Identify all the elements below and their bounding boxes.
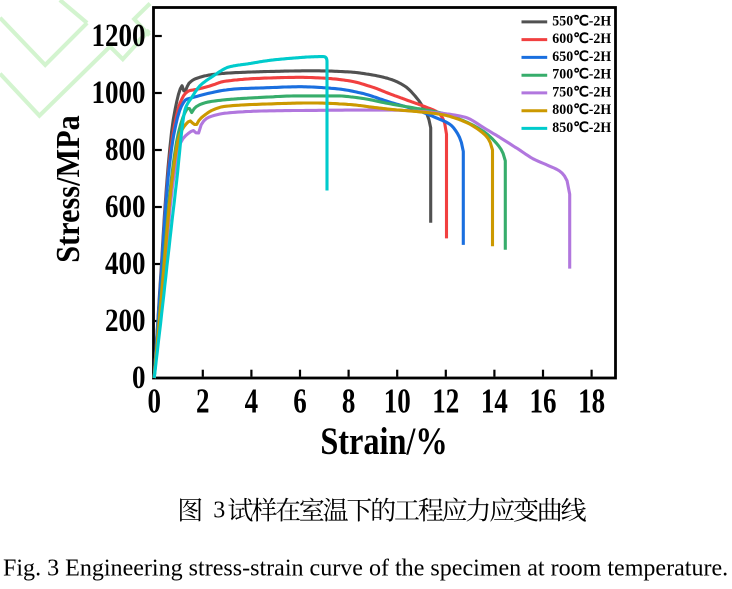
svg-text:14: 14 [481, 381, 508, 420]
svg-text:800℃-2H: 800℃-2H [552, 102, 611, 118]
svg-text:1200: 1200 [92, 18, 146, 54]
svg-text:3: 3 [213, 497, 225, 523]
svg-text:600℃-2H: 600℃-2H [552, 31, 611, 47]
svg-text:Stress/MPa: Stress/MPa [48, 115, 86, 262]
svg-text:10: 10 [384, 381, 411, 420]
svg-text:700℃-2H: 700℃-2H [552, 67, 611, 83]
svg-text:0: 0 [147, 381, 161, 420]
svg-text:600: 600 [105, 189, 145, 225]
svg-text:1000: 1000 [92, 75, 146, 111]
svg-text:18: 18 [578, 381, 605, 420]
svg-text:550℃-2H: 550℃-2H [552, 13, 611, 29]
svg-text:2: 2 [196, 381, 210, 420]
svg-text:Strain/%: Strain/% [320, 419, 447, 462]
svg-text:Fig. 3 Engineering stress-stra: Fig. 3 Engineering stress-strain curve o… [3, 556, 728, 582]
svg-text:750℃-2H: 750℃-2H [552, 84, 611, 100]
svg-text:12: 12 [432, 381, 459, 420]
svg-text:850℃-2H: 850℃-2H [552, 120, 611, 136]
svg-text:650℃-2H: 650℃-2H [552, 49, 611, 65]
svg-text:8: 8 [342, 381, 356, 420]
svg-text:16: 16 [530, 381, 557, 420]
svg-text:6: 6 [293, 381, 307, 420]
svg-text:400: 400 [105, 246, 145, 282]
svg-text:4: 4 [245, 381, 259, 420]
svg-text:800: 800 [105, 132, 145, 168]
svg-text:200: 200 [105, 303, 145, 339]
svg-text:0: 0 [132, 360, 145, 396]
